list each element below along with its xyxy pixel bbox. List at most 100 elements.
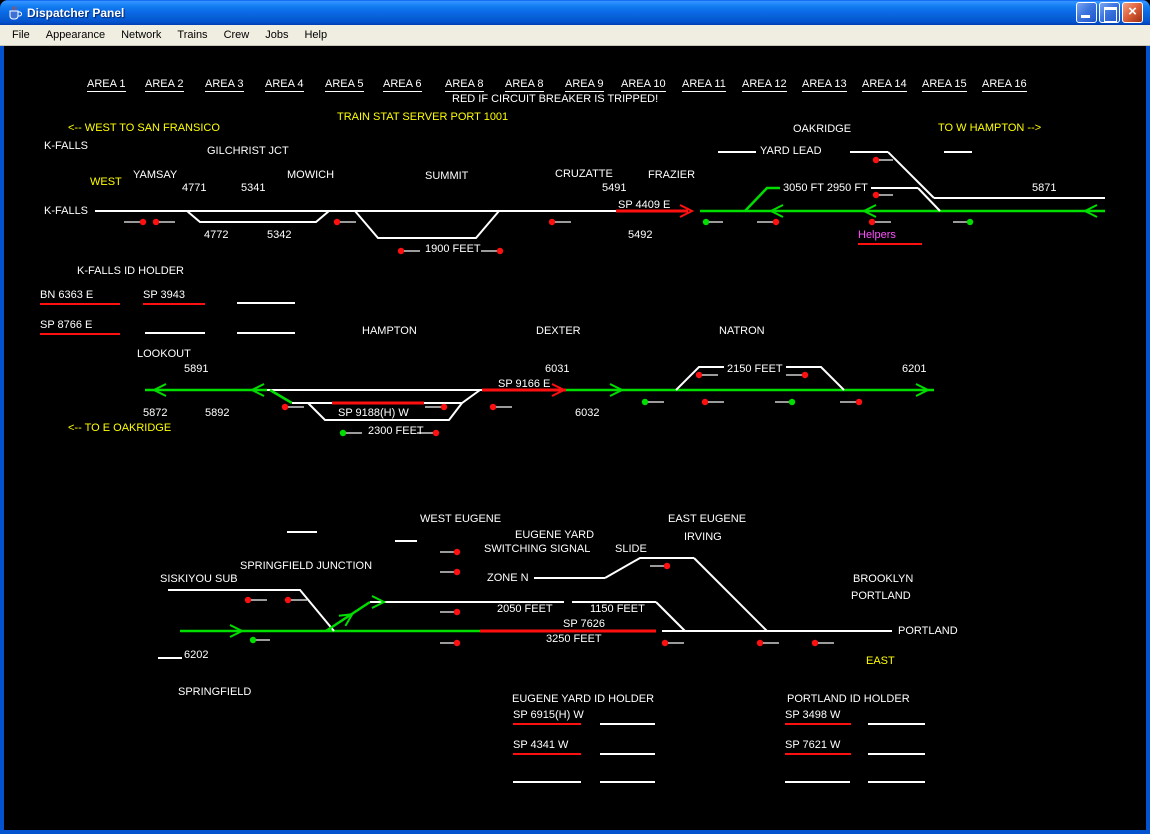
- signal[interactable]: [872, 156, 893, 164]
- menu-appearance[interactable]: Appearance: [45, 29, 106, 41]
- label-track-6031: 6031: [545, 363, 570, 375]
- train-tag-sp9166[interactable]: SP 9166 E: [498, 378, 551, 390]
- signal[interactable]: [650, 562, 671, 570]
- close-button[interactable]: [1122, 2, 1143, 23]
- window-title: Dispatcher Panel: [27, 5, 125, 20]
- area-link-7[interactable]: AREA 8: [505, 78, 544, 92]
- signal[interactable]: [872, 191, 893, 199]
- train-tag-bn6363[interactable]: BN 6363 E: [40, 289, 120, 305]
- train-tag-sp6915[interactable]: SP 6915(H) W: [513, 709, 584, 725]
- signal[interactable]: [440, 548, 461, 556]
- label-track-6032: 6032: [575, 407, 600, 419]
- label-track-5492: 5492: [628, 229, 653, 241]
- train-tag-sp4341[interactable]: SP 4341 W: [513, 739, 581, 755]
- signal[interactable]: [481, 247, 504, 255]
- signal[interactable]: [333, 218, 356, 226]
- area-link-2[interactable]: AREA 3: [205, 78, 244, 92]
- title-bar[interactable]: Dispatcher Panel: [0, 0, 1150, 25]
- minimize-button[interactable]: [1076, 2, 1097, 23]
- signal[interactable]: [953, 218, 974, 226]
- signal[interactable]: [440, 568, 461, 576]
- train-tag-sp8766[interactable]: SP 8766 E: [40, 319, 120, 335]
- label-eugene-yard-id-holder: EUGENE YARD ID HOLDER: [512, 693, 655, 705]
- label-track-5891: 5891: [184, 363, 209, 375]
- area-link-11[interactable]: AREA 12: [742, 78, 787, 92]
- signal[interactable]: [775, 398, 796, 406]
- signal[interactable]: [702, 218, 723, 226]
- area-link-6[interactable]: AREA 8: [445, 78, 484, 92]
- signal[interactable]: [489, 403, 512, 411]
- label-lookout: LOOKOUT: [137, 348, 191, 360]
- label-to-w-hampton: TO W HAMPTON -->: [938, 122, 1042, 134]
- signal[interactable]: [124, 218, 147, 226]
- menu-help[interactable]: Help: [304, 29, 328, 41]
- label-siskiyou-sub: SISKIYOU SUB: [160, 573, 238, 585]
- area-link-14[interactable]: AREA 15: [922, 78, 967, 92]
- label-2050-feet: 2050 FEET: [497, 603, 553, 615]
- train-tag-sp7626[interactable]: SP 7626: [563, 618, 606, 630]
- signal[interactable]: [695, 371, 718, 379]
- label-mowich: MOWICH: [287, 169, 335, 181]
- server-notice: TRAIN STAT SERVER PORT 1001: [337, 111, 509, 123]
- menu-network[interactable]: Network: [121, 29, 162, 41]
- label-k-falls-top: K-FALLS: [44, 140, 89, 152]
- label-2300-feet: 2300 FEET: [368, 425, 424, 437]
- area-link-0[interactable]: AREA 1: [87, 78, 126, 92]
- signal[interactable]: [244, 596, 267, 604]
- area-link-3[interactable]: AREA 4: [265, 78, 304, 92]
- id-holder-empty-slots[interactable]: [145, 302, 925, 783]
- signals: [124, 156, 974, 647]
- label-3050ft: 3050 FT 2950 FT: [780, 182, 871, 194]
- label-yard-lead: YARD LEAD: [760, 145, 822, 157]
- label-zone-n: ZONE N: [487, 572, 529, 584]
- menu-file[interactable]: File: [12, 29, 30, 41]
- signal[interactable]: [397, 247, 420, 255]
- label-slide: SLIDE: [615, 543, 647, 555]
- train-tag-sp9188[interactable]: SP 9188(H) W: [338, 407, 409, 419]
- area-link-10[interactable]: AREA 11: [682, 78, 726, 92]
- signal[interactable]: [284, 596, 307, 604]
- signal[interactable]: [425, 403, 448, 411]
- area-link-13[interactable]: AREA 14: [862, 78, 907, 92]
- signal[interactable]: [701, 398, 724, 406]
- signal[interactable]: [811, 639, 834, 647]
- train-tag-sp3498[interactable]: SP 3498 W: [785, 709, 851, 725]
- label-springfield-junction: SPRINGFIELD JUNCTION: [240, 560, 373, 572]
- label-summit: SUMMIT: [425, 170, 469, 182]
- label-1150-feet: 1150 FEET: [590, 603, 645, 615]
- signal[interactable]: [757, 218, 780, 226]
- breaker-notice: RED IF CIRCUIT BREAKER IS TRIPPED!: [452, 93, 659, 105]
- signal[interactable]: [339, 429, 362, 437]
- signal[interactable]: [661, 639, 684, 647]
- signal[interactable]: [868, 218, 891, 226]
- signal[interactable]: [152, 218, 175, 226]
- train-tag-sp4409[interactable]: SP 4409 E: [618, 199, 671, 211]
- label-west-to-sf: <-- WEST TO SAN FRANSICO: [68, 122, 220, 134]
- area-link-15[interactable]: AREA 16: [982, 78, 1027, 92]
- signal[interactable]: [756, 639, 779, 647]
- area-link-12[interactable]: AREA 13: [802, 78, 847, 92]
- menu-trains[interactable]: Trains: [177, 29, 208, 41]
- train-tag-sp3943[interactable]: SP 3943: [143, 289, 205, 305]
- signal[interactable]: [641, 398, 664, 406]
- track-main-kfalls-oakridge: [95, 209, 1105, 239]
- label-track-5871: 5871: [1032, 182, 1057, 194]
- area-link-1[interactable]: AREA 2: [145, 78, 184, 92]
- helpers-holder[interactable]: Helpers: [858, 229, 922, 245]
- area-link-5[interactable]: AREA 6: [383, 78, 422, 92]
- menu-jobs[interactable]: Jobs: [265, 29, 289, 41]
- signal[interactable]: [440, 639, 461, 647]
- signal[interactable]: [840, 398, 863, 406]
- signal[interactable]: [249, 636, 270, 644]
- signal[interactable]: [786, 371, 809, 379]
- signal[interactable]: [417, 429, 440, 437]
- area-link-9[interactable]: AREA 10: [621, 78, 666, 92]
- signal[interactable]: [281, 403, 304, 411]
- area-link-4[interactable]: AREA 5: [325, 78, 364, 92]
- area-link-8[interactable]: AREA 9: [565, 78, 604, 92]
- menu-crew[interactable]: Crew: [223, 29, 250, 41]
- maximize-button[interactable]: [1099, 2, 1120, 23]
- train-tag-sp7621[interactable]: SP 7621 W: [785, 739, 851, 755]
- signal[interactable]: [548, 218, 571, 226]
- signal[interactable]: [440, 608, 461, 616]
